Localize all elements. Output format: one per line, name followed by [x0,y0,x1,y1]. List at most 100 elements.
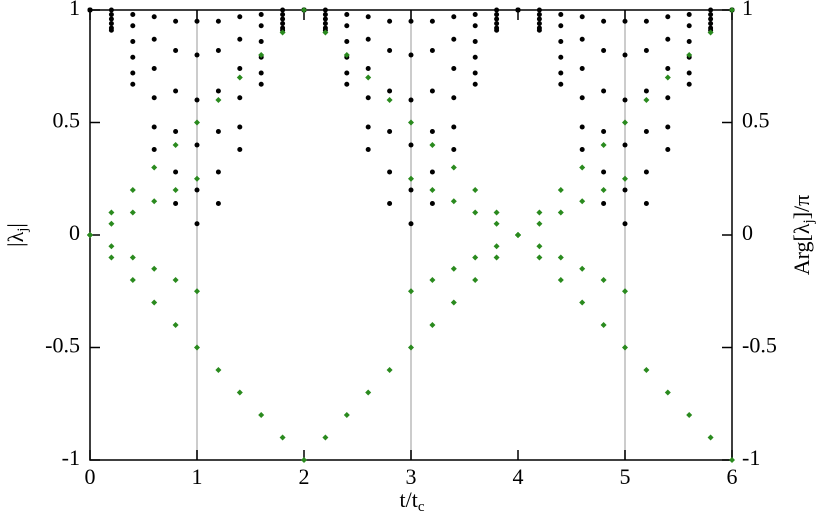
point [708,12,714,17]
point [108,209,115,216]
point [215,367,222,373]
point [365,389,372,396]
point [601,129,607,134]
point [579,95,585,101]
point [557,277,564,283]
point [173,169,179,175]
point [643,201,649,206]
point [129,254,136,261]
point [622,119,628,126]
point [686,412,693,418]
point [301,7,307,13]
point [536,16,542,22]
point [130,23,136,29]
point [472,277,479,283]
point [408,97,414,103]
point [665,124,671,130]
point [558,39,564,44]
point [601,201,607,206]
point [622,187,628,193]
point [622,97,628,103]
point [151,95,157,101]
point [579,164,586,171]
point [215,169,221,175]
point [494,25,500,31]
y2-tick-label: 0.5 [742,108,770,133]
y2-label-sub: j [801,219,817,224]
point [280,21,286,26]
point [322,16,328,22]
point [665,66,671,71]
y2-tick-label: 0 [742,220,753,245]
point [558,12,564,17]
point [129,187,136,193]
point [387,18,393,24]
point [365,36,371,42]
point [643,97,650,103]
point [387,169,393,175]
point [558,70,564,76]
point [450,299,457,306]
point [472,39,478,44]
point [365,14,371,20]
point [387,88,393,94]
point [215,129,221,134]
point [429,48,435,53]
point [151,198,158,205]
point [151,147,157,152]
point [151,36,157,42]
point [258,39,264,44]
point [643,18,649,24]
point [344,70,350,76]
point [108,25,114,31]
point [579,147,585,152]
point [429,18,435,24]
y-label-sub: j [15,228,31,233]
point [344,12,350,17]
point [408,119,414,126]
point [215,18,221,24]
point [365,124,371,130]
point [643,367,650,373]
point [130,12,136,17]
y-tick-label: 1 [69,0,80,20]
point [365,74,372,81]
point [408,175,414,182]
point [536,254,543,261]
point [279,29,286,36]
point [557,209,564,216]
point [151,164,158,171]
point [579,14,585,20]
y-label-main: |λ [3,231,28,246]
point [280,7,286,13]
point [579,265,586,272]
point [301,457,307,463]
point [708,16,714,22]
point [579,36,585,42]
point [536,12,542,17]
point [108,12,114,17]
x-tick-label: 1 [192,464,203,489]
y2-tick-label: -0.5 [742,333,777,358]
point [322,434,329,441]
point [429,169,435,175]
point [643,88,649,94]
point [194,288,200,295]
point [194,18,200,24]
y-axis-label: |λj| [3,223,31,247]
point [344,81,350,87]
point [665,147,671,152]
point [686,39,692,44]
point [451,124,457,130]
point [665,95,671,101]
y-label-end: | [3,223,28,227]
point [322,25,328,31]
point [557,187,564,193]
x-tick-label: 6 [727,464,738,489]
point [129,277,136,283]
point [450,164,457,171]
point [194,344,200,351]
point [601,48,607,53]
y2-axis-label: Arg[λj]/π [789,195,817,276]
